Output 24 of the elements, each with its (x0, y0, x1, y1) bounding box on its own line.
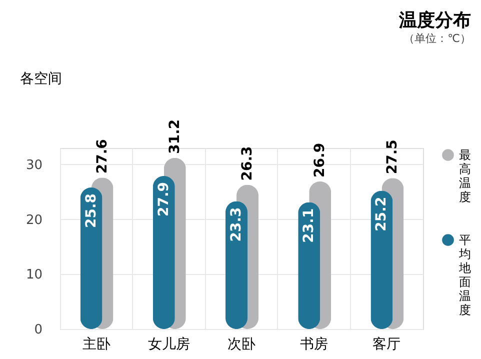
y-tick-label: 0 (34, 322, 42, 338)
data-label: 26.9 (312, 142, 328, 178)
data-label: 27.9 (156, 182, 172, 217)
data-label: 27.5 (384, 140, 401, 174)
data-label: 23.1 (301, 208, 318, 243)
data-label: 25.2 (374, 196, 390, 232)
legend-label: 最高温度 (459, 148, 471, 204)
data-label: 23.3 (228, 207, 244, 242)
y-tick-label: 20 (26, 212, 42, 228)
x-tick-label: 次卧 (228, 336, 256, 352)
chart-title: 温度分布 (398, 10, 471, 31)
x-tick-label: 客厅 (372, 336, 401, 352)
x-tick-label: 女儿房 (148, 336, 190, 352)
y-tick-label: 30 (26, 158, 42, 173)
data-label: 31.2 (166, 119, 183, 154)
x-tick-label: 书房 (300, 336, 328, 352)
data-label: 26.3 (240, 146, 256, 181)
data-label: 25.8 (83, 193, 100, 228)
text: 各空间 (20, 71, 62, 87)
x-tick-label: 主卧 (82, 336, 110, 352)
legend-label: 平均地面温度 (458, 233, 471, 317)
chart-subtitle: （单位：℃） (404, 32, 471, 45)
data-label: 27.6 (94, 139, 110, 174)
y-tick-label: 10 (26, 268, 42, 283)
